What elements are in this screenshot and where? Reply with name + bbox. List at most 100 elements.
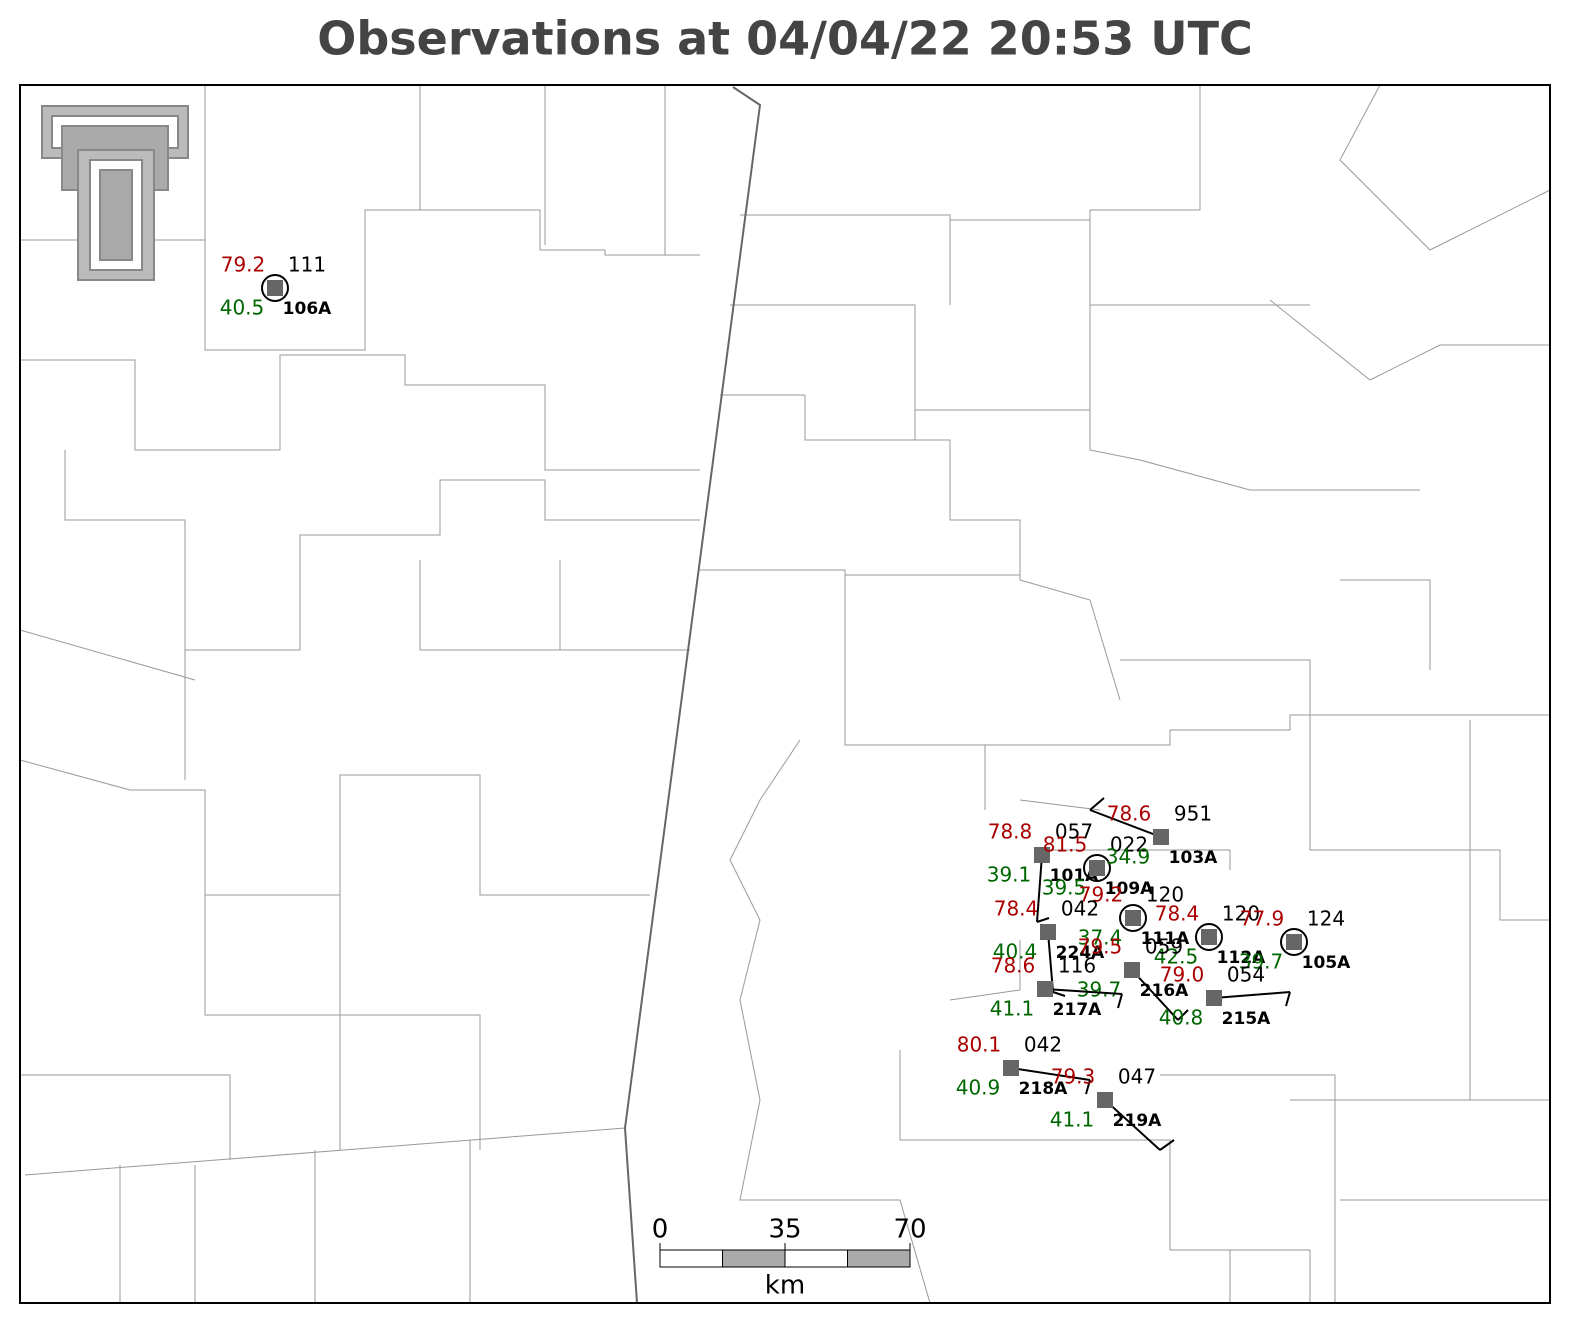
wind-barb-flag [1085,1079,1091,1095]
station-marker [1125,910,1141,926]
station-id: 101A [1050,866,1099,886]
pressure: 042 [1061,897,1099,921]
wind-barb [1131,969,1179,1021]
wind-barb-flag [1052,991,1066,997]
scale-label: 70 [893,1215,926,1245]
temperature: 79.0 [1160,963,1205,987]
wind-barb [1213,991,1291,999]
scale-unit: km [765,1271,805,1301]
station-id: 219A [1113,1111,1162,1131]
dewpoint: 34.9 [1106,845,1151,869]
station-marker [1201,929,1217,945]
sky-cover-circle [1195,923,1223,951]
wind-barb [1104,1099,1161,1151]
pressure: 120 [1146,883,1184,907]
dewpoint: 40.4 [993,940,1038,964]
wind-barb [1044,988,1123,995]
pressure: 059 [1145,935,1183,959]
temperature: 79.2 [1079,883,1124,907]
station-id: 218A [1019,1079,1068,1099]
station-marker [1037,981,1053,997]
station-marker [1040,924,1056,940]
temperature: 78.8 [988,820,1033,844]
map-frame [19,84,1551,1304]
scale-segment [784,1249,848,1268]
temperature: 78.4 [994,897,1039,921]
pressure: 042 [1024,1033,1062,1057]
wind-barb [1036,854,1043,923]
station-marker [1286,934,1302,950]
station-id: 109A [1105,879,1154,899]
temperature: 77.9 [1240,907,1285,931]
pressure: 116 [1058,954,1096,978]
pressure: 047 [1118,1065,1156,1089]
station-marker [267,280,283,296]
wind-barb-flag [1036,917,1050,923]
temperature: 79.2 [221,253,266,277]
temperature: 81.5 [1043,833,1088,857]
sky-cover-circle [1119,904,1147,932]
station-marker [1153,829,1169,845]
station-id: 111A [1141,929,1190,949]
dewpoint: 39.7 [1077,978,1122,1002]
temperature: 79.5 [1078,935,1123,959]
pressure: 057 [1055,820,1093,844]
scale-segment [659,1249,723,1268]
station-id: 105A [1302,953,1351,973]
temperature: 78.6 [991,954,1036,978]
map-title: Observations at 04/04/22 20:53 UTC [317,12,1252,66]
sky-cover-circle [1280,928,1308,956]
sky-cover-circle [261,274,289,302]
station-id: 216A [1140,981,1189,1001]
dewpoint: 40.8 [1159,1006,1204,1030]
scale-bar: 0 35 70 km [652,1215,927,1301]
dewpoint: 41.1 [990,997,1035,1021]
dewpoint: 42.5 [1154,945,1199,969]
temperature: 80.1 [957,1033,1002,1057]
scale-label: 0 [652,1215,669,1245]
scale-segment [722,1249,786,1268]
county-lines [19,84,1551,1304]
wind-barb [1089,809,1162,838]
pressure: 120 [1222,902,1260,926]
station-id: 112A [1217,948,1266,968]
state-line [623,86,762,1304]
pressure: 951 [1174,802,1212,826]
station-id: 103A [1169,848,1218,868]
station-marker [1003,1060,1019,1076]
wind-barb-flag [1285,991,1291,1007]
dewpoint: 40.5 [220,296,265,320]
wind-barb-flag [1177,1009,1189,1021]
station-id: 215A [1222,1009,1271,1029]
dewpoint: 39.1 [987,863,1032,887]
pressure: 111 [288,253,326,277]
station-marker [1124,962,1140,978]
station-marker [1089,860,1105,876]
wind-barb-flag [1117,993,1123,1009]
station-id: 224A [1056,943,1105,963]
pressure: 054 [1227,963,1265,987]
sky-cover-circle [1083,854,1111,882]
stations: 79.2 40.5 111 106A 78.8 39.1 057 101A 81.5 39.5 02… [220,253,1351,1151]
dewpoint: 39.5 [1042,876,1087,900]
pressure: 022 [1110,833,1148,857]
station-marker [1206,990,1222,1006]
dewpoint: 41.1 [1050,1108,1095,1132]
station-marker [1097,1092,1113,1108]
temperature: 78.6 [1107,802,1152,826]
wind-barb-flag [1159,1139,1175,1151]
scale-segment [847,1249,911,1268]
temperature: 79.3 [1051,1065,1096,1089]
dewpoint: 37.4 [1078,926,1123,950]
station-marker [1034,847,1050,863]
wind-barb [1010,1067,1091,1081]
station-id: 106A [283,299,332,319]
pressure: 124 [1307,907,1345,931]
temperature: 78.4 [1155,902,1200,926]
wind-barb-flag [1089,797,1105,811]
logo [41,105,189,281]
dewpoint: 39.7 [1239,950,1284,974]
scale-label: 35 [768,1215,801,1245]
